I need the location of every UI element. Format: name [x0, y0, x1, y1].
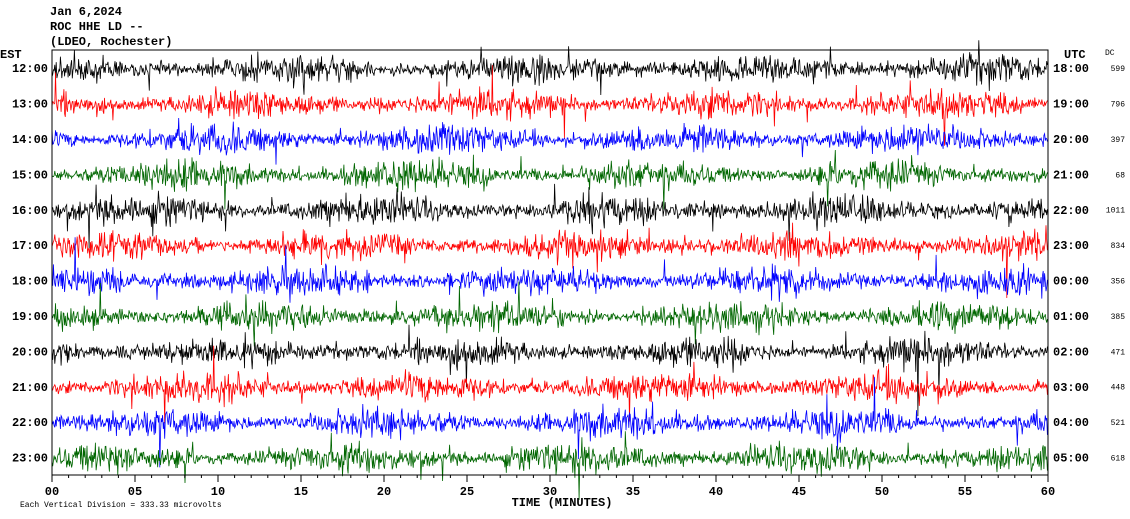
x-tick-label: 60: [1041, 485, 1055, 499]
trace: [51, 149, 1048, 210]
trace: [51, 237, 1048, 303]
est-label: 19:00: [12, 310, 48, 324]
trace: [51, 183, 1048, 249]
utc-label: 00:00: [1053, 275, 1089, 289]
est-label: 12:00: [12, 62, 48, 76]
x-tick-label: 40: [709, 485, 723, 499]
x-tick-label: 55: [958, 485, 972, 499]
x-tick-label: 10: [211, 485, 225, 499]
dc-value: 385: [1111, 313, 1126, 322]
dc-value: 356: [1111, 278, 1126, 287]
utc-label: 22:00: [1053, 204, 1089, 218]
trace: [51, 222, 1048, 299]
trace: [51, 281, 1048, 347]
right-zone: UTC: [1064, 48, 1086, 62]
est-label: 17:00: [12, 239, 48, 253]
utc-label: 02:00: [1053, 345, 1089, 359]
header-line: Jan 6,2024: [50, 5, 122, 19]
est-label: 13:00: [12, 98, 48, 112]
utc-label: 23:00: [1053, 239, 1089, 253]
trace: [51, 345, 1048, 424]
header-line: ROC HHE LD --: [50, 20, 144, 34]
est-label: 15:00: [12, 168, 48, 182]
trace: [51, 431, 1048, 500]
x-tick-label: 25: [460, 485, 474, 499]
dc-value: 448: [1111, 384, 1126, 393]
utc-label: 18:00: [1053, 62, 1089, 76]
dc-value: 521: [1111, 419, 1126, 428]
est-label: 20:00: [12, 345, 48, 359]
utc-label: 05:00: [1053, 452, 1089, 466]
x-tick-label: 45: [792, 485, 806, 499]
utc-label: 03:00: [1053, 381, 1089, 395]
x-tick-label: 30: [543, 485, 557, 499]
x-tick-label: 05: [128, 485, 142, 499]
dc-value: 599: [1111, 65, 1126, 74]
trace: [51, 40, 1048, 96]
dc-value: 471: [1111, 348, 1126, 357]
x-tick-label: 00: [45, 485, 59, 499]
trace: [51, 324, 1048, 417]
traces: [51, 40, 1048, 500]
trace: [51, 65, 1048, 146]
utc-label: 04:00: [1053, 416, 1089, 430]
x-tick-label: 35: [626, 485, 640, 499]
utc-label: 01:00: [1053, 310, 1089, 324]
x-tick-label: 15: [294, 485, 308, 499]
x-tick-label: 20: [377, 485, 391, 499]
dc-value: 68: [1115, 171, 1125, 180]
dc-value: 1011: [1106, 207, 1125, 216]
header-line: (LDEO, Rochester): [50, 35, 172, 49]
utc-label: 20:00: [1053, 133, 1089, 147]
dc-value: 796: [1111, 101, 1126, 110]
dc-value: 834: [1111, 242, 1126, 251]
left-zone: EST: [0, 48, 22, 62]
est-label: 16:00: [12, 204, 48, 218]
utc-label: 21:00: [1053, 168, 1089, 182]
dc-value: 618: [1111, 455, 1126, 464]
est-label: 22:00: [12, 416, 48, 430]
trace: [51, 377, 1048, 468]
est-label: 21:00: [12, 381, 48, 395]
x-tick-label: 50: [875, 485, 889, 499]
est-label: 14:00: [12, 133, 48, 147]
dc-value: 397: [1111, 136, 1126, 145]
trace: [51, 117, 1048, 165]
utc-label: 19:00: [1053, 98, 1089, 112]
x-axis-label: TIME (MINUTES): [512, 496, 613, 510]
est-label: 18:00: [12, 275, 48, 289]
dc-label: DC: [1105, 49, 1115, 58]
est-label: 23:00: [12, 452, 48, 466]
footer: Each Vertical Division = 333.33 microvol…: [20, 501, 222, 510]
